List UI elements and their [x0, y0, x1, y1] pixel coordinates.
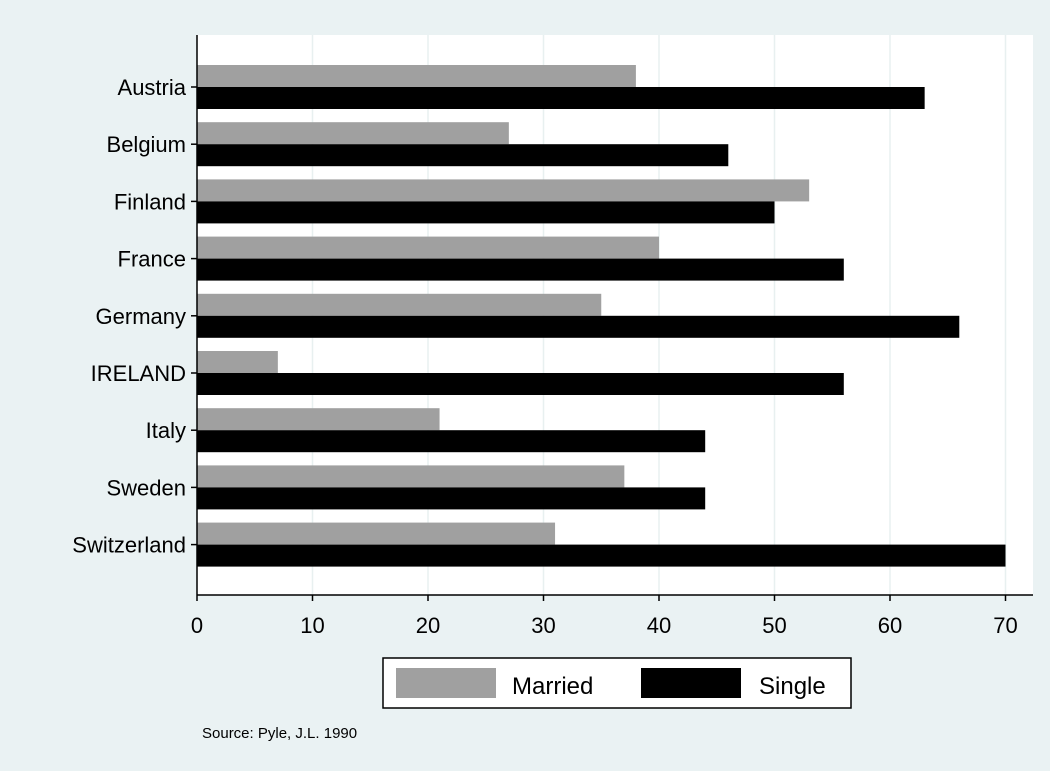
bar-single-finland [197, 201, 775, 224]
y-tick-label: Finland [114, 189, 186, 214]
bar-single-italy [197, 430, 706, 453]
y-tick-label: Italy [146, 418, 186, 443]
bar-married-finland [197, 179, 810, 202]
legend-label-single: Single [759, 673, 826, 700]
y-axis-ticks: Austria Belgium Finland France Germany IRELAN… [72, 75, 197, 558]
bar-single-germany [197, 315, 960, 338]
x-tick-label: 70 [993, 613, 1017, 638]
y-tick-label: France [118, 247, 186, 272]
bar-married-ireland [197, 351, 278, 373]
bar-single-belgium [197, 144, 729, 167]
bar-married-belgium [197, 122, 509, 145]
bar-married-france [197, 236, 659, 259]
bar-married-sweden [197, 465, 625, 488]
x-tick-label: 40 [647, 613, 671, 638]
bar-single-ireland [197, 373, 844, 395]
y-tick-label: IRELAND [91, 361, 186, 386]
legend: Married Single [382, 657, 852, 709]
y-tick-label: Sweden [106, 475, 186, 500]
x-tick-label: 20 [416, 613, 440, 638]
bar-married-switzerland [197, 522, 556, 545]
y-tick-label: Switzerland [72, 533, 186, 558]
bar-single-sweden [197, 487, 706, 510]
bar-single-france [197, 258, 844, 281]
x-tick-label: 50 [762, 613, 786, 638]
x-tick-label: 60 [878, 613, 902, 638]
bars [197, 65, 1006, 567]
bar-married-austria [197, 65, 636, 87]
legend-label-married: Married [512, 673, 593, 700]
x-axis-ticks: 0 10 20 30 40 50 60 70 [191, 595, 1018, 638]
x-tick-label: 0 [191, 613, 203, 638]
bar-married-germany [197, 293, 602, 316]
bar-single-austria [197, 87, 925, 109]
source-note: Source: Pyle, J.L. 1990 [202, 725, 357, 742]
y-tick-label: Germany [96, 304, 186, 329]
legend-swatch-married [396, 668, 496, 698]
bar-married-italy [197, 408, 440, 431]
legend-swatch-single [641, 668, 741, 698]
x-tick-label: 30 [531, 613, 555, 638]
y-tick-label: Belgium [107, 132, 186, 157]
bar-single-switzerland [197, 544, 1006, 567]
y-tick-label: Austria [118, 75, 187, 100]
x-tick-label: 10 [300, 613, 324, 638]
